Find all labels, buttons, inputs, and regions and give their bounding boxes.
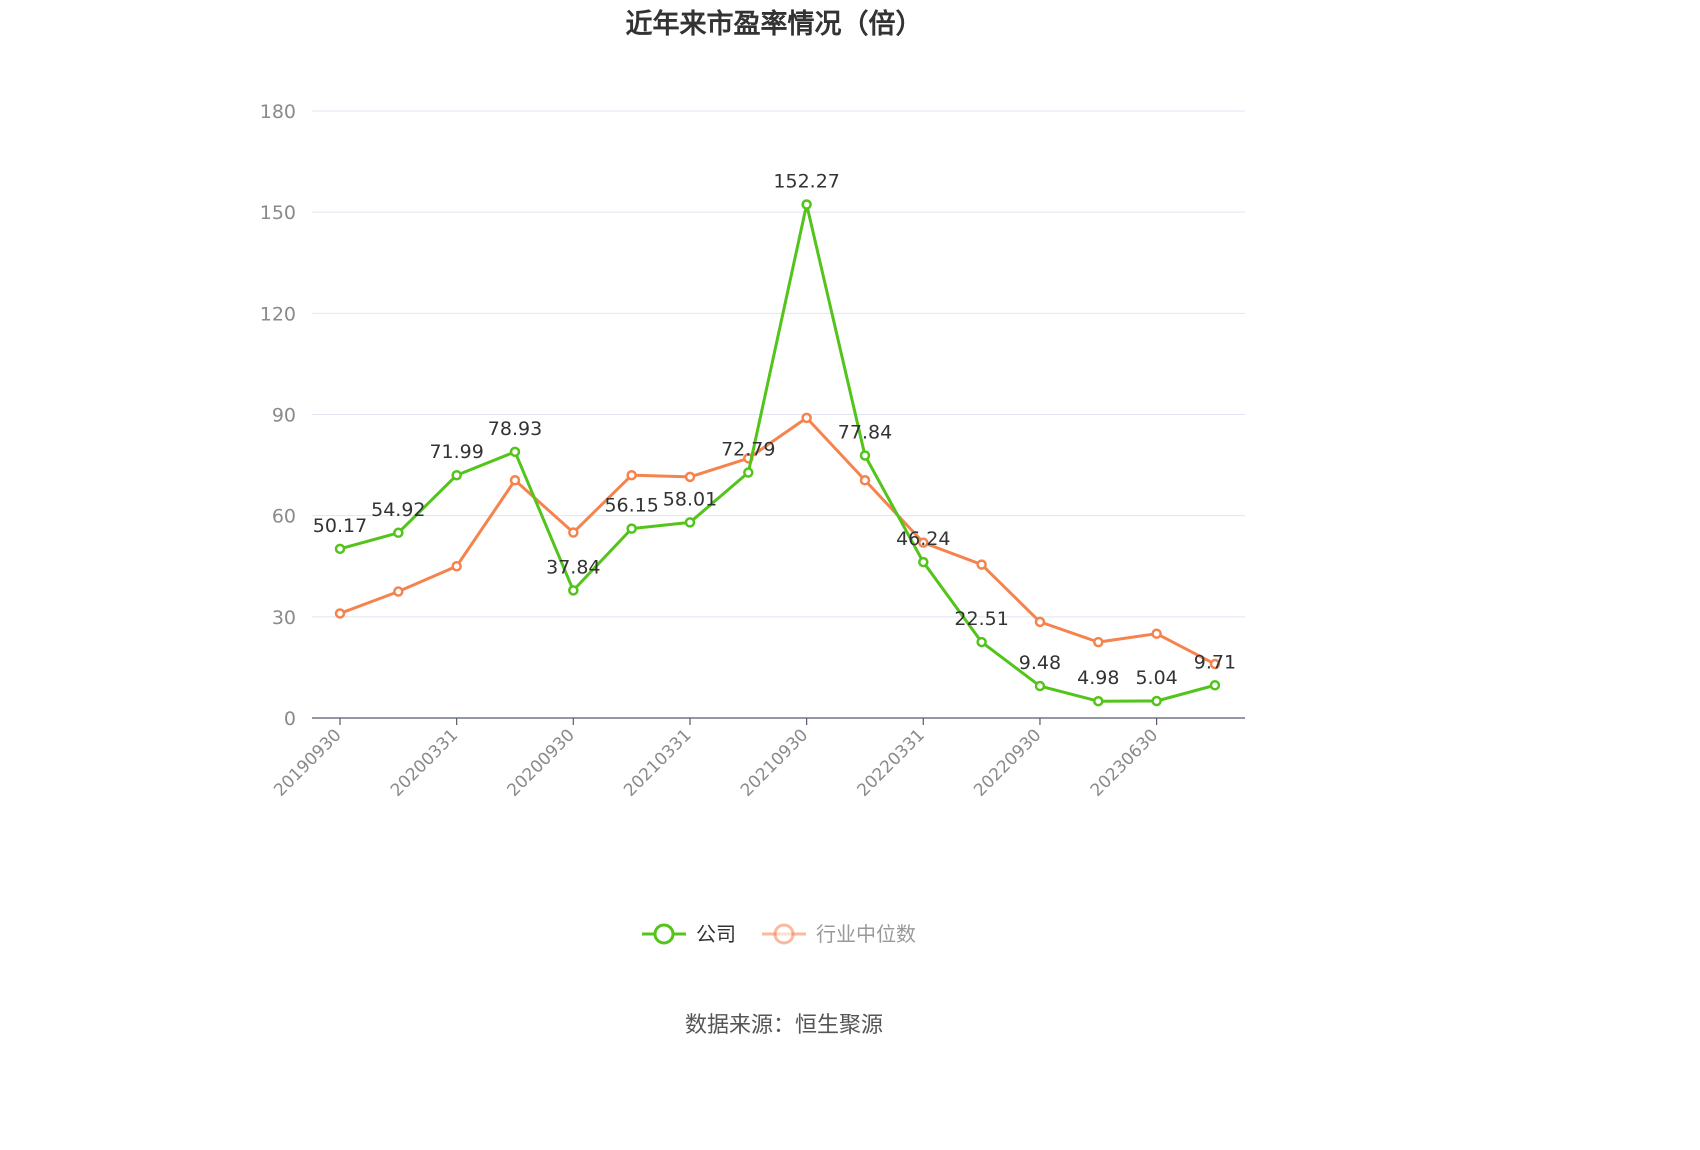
legend[interactable]: 公司 行业中位数 bbox=[642, 922, 916, 946]
y-tick-label: 0 bbox=[284, 708, 296, 730]
x-axis: 20190930 20200331 20200930 20210331 20210930… bbox=[270, 717, 1245, 801]
data-label-company: 72.79 bbox=[721, 439, 775, 461]
legend-company-marker bbox=[653, 923, 675, 945]
data-label-company: 56.15 bbox=[604, 495, 658, 517]
x-tick-label: 20200930 bbox=[504, 725, 579, 800]
point-company[interactable] bbox=[1151, 695, 1162, 707]
data-label-company: 4.98 bbox=[1077, 667, 1119, 689]
data-label-company: 71.99 bbox=[429, 441, 483, 463]
legend-industry-marker bbox=[773, 923, 795, 945]
point-industry-median[interactable] bbox=[801, 412, 812, 424]
legend-item-industry-median[interactable]: 行业中位数 bbox=[762, 922, 916, 946]
y-tick-label: 180 bbox=[260, 101, 296, 123]
chart-title: 近年来市盈率情况（倍） bbox=[626, 8, 923, 40]
x-tick-label: 20190930 bbox=[270, 725, 345, 800]
data-label-company: 46.24 bbox=[896, 528, 950, 550]
x-tick-label: 20220930 bbox=[970, 725, 1045, 800]
point-industry-median[interactable] bbox=[509, 475, 521, 486]
point-company[interactable] bbox=[626, 523, 637, 534]
y-tick-label: 60 bbox=[272, 506, 296, 528]
point-industry-median[interactable] bbox=[1151, 628, 1162, 639]
y-tick-label: 30 bbox=[272, 607, 296, 629]
data-label-company: 37.84 bbox=[546, 556, 600, 578]
data-label-company: 58.01 bbox=[663, 488, 717, 510]
x-tick-label: 20200331 bbox=[387, 725, 462, 800]
point-industry-median[interactable] bbox=[1209, 658, 1221, 670]
legend-company-label: 公司 bbox=[696, 922, 736, 946]
point-company[interactable] bbox=[859, 450, 871, 461]
data-label-company: 77.84 bbox=[838, 422, 892, 444]
y-tick-label: 150 bbox=[260, 202, 296, 224]
legend-item-company[interactable]: 公司 bbox=[642, 922, 736, 946]
point-company[interactable] bbox=[1034, 680, 1046, 692]
point-industry-median[interactable] bbox=[334, 608, 346, 619]
point-company[interactable] bbox=[451, 469, 462, 481]
point-company[interactable] bbox=[1209, 680, 1221, 691]
point-company[interactable] bbox=[976, 636, 987, 648]
point-company[interactable] bbox=[918, 556, 929, 568]
data-source-note: 数据来源：恒生聚源 bbox=[685, 1013, 883, 1038]
point-industry-median[interactable] bbox=[918, 537, 929, 548]
point-industry-median[interactable] bbox=[684, 471, 696, 483]
data-label-company: 78.93 bbox=[488, 418, 542, 440]
x-tick-label: 20230630 bbox=[1087, 725, 1162, 800]
point-company[interactable] bbox=[568, 585, 579, 596]
data-label-company: 22.51 bbox=[954, 608, 1008, 630]
point-company[interactable] bbox=[801, 199, 812, 210]
y-tick-label: 120 bbox=[260, 303, 296, 325]
data-label-company: 50.17 bbox=[313, 515, 367, 537]
x-tick-label: 20210331 bbox=[620, 725, 695, 800]
data-label-company: 9.71 bbox=[1194, 651, 1236, 673]
point-company[interactable] bbox=[393, 527, 404, 539]
point-industry-median[interactable] bbox=[451, 561, 462, 572]
point-industry-median[interactable] bbox=[1034, 616, 1046, 628]
point-industry-median[interactable] bbox=[568, 527, 579, 538]
y-tick-label: 90 bbox=[272, 405, 296, 427]
point-industry-median[interactable] bbox=[859, 475, 871, 486]
data-label-company: 54.92 bbox=[371, 499, 425, 521]
point-company[interactable] bbox=[743, 467, 754, 478]
pe-ratio-chart: 近年来市盈率情况（倍） 0 30 60 90 120 150 180 20190930 202… bbox=[260, 8, 1245, 1038]
grid-lines bbox=[312, 110, 1245, 618]
data-label-company: 9.48 bbox=[1019, 652, 1061, 674]
data-label-company: 5.04 bbox=[1135, 667, 1177, 689]
point-company[interactable] bbox=[1093, 695, 1104, 707]
x-tick-label: 20220331 bbox=[854, 725, 929, 800]
legend-industry-label: 行业中位数 bbox=[816, 922, 916, 946]
point-company[interactable] bbox=[684, 517, 696, 528]
series-line-company bbox=[339, 203, 1216, 703]
data-label-company: 152.27 bbox=[773, 171, 839, 193]
point-company[interactable] bbox=[509, 446, 521, 458]
series-line-industry-median bbox=[339, 416, 1216, 666]
series-lines bbox=[334, 199, 1221, 707]
y-axis: 0 30 60 90 120 150 180 bbox=[260, 101, 296, 730]
point-company[interactable] bbox=[334, 543, 346, 555]
point-industry-median[interactable] bbox=[976, 559, 987, 570]
point-industry-median[interactable] bbox=[1093, 636, 1104, 648]
point-industry-median[interactable] bbox=[626, 469, 637, 481]
point-industry-median[interactable] bbox=[393, 586, 404, 597]
x-tick-label: 20210930 bbox=[737, 725, 812, 800]
